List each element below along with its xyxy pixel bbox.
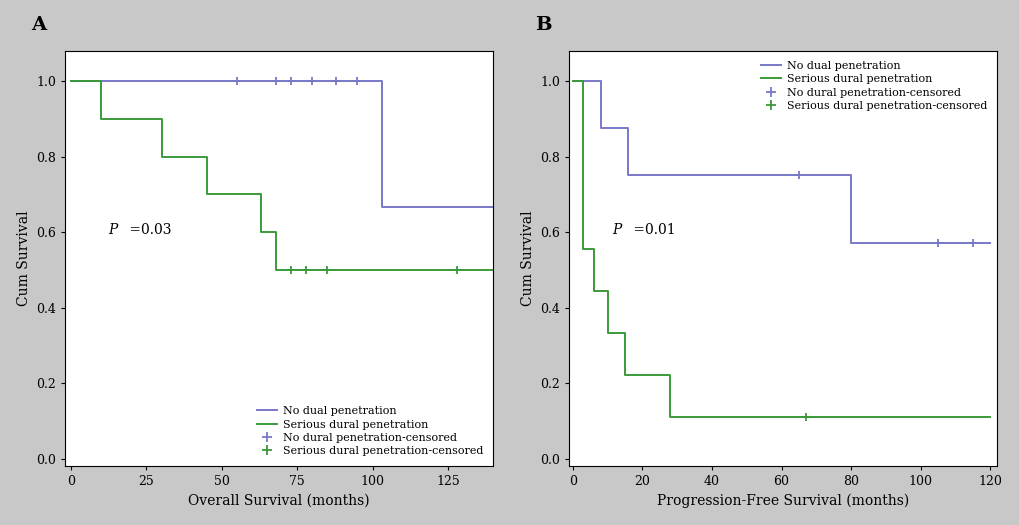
X-axis label: Overall Survival (months): Overall Survival (months) <box>189 494 370 508</box>
Legend: No dual penetration, Serious dural penetration, No dural penetration-censored, S: No dual penetration, Serious dural penet… <box>253 402 487 461</box>
X-axis label: Progression-Free Survival (months): Progression-Free Survival (months) <box>656 494 909 508</box>
Text: P: P <box>108 223 117 236</box>
Y-axis label: Cum Survival: Cum Survival <box>16 211 31 307</box>
Text: =0.03: =0.03 <box>125 223 171 236</box>
Legend: No dual penetration, Serious dural penetration, No dural penetration-censored, S: No dual penetration, Serious dural penet… <box>756 56 990 116</box>
Y-axis label: Cum Survival: Cum Survival <box>521 211 534 307</box>
Text: A: A <box>31 16 46 34</box>
Text: B: B <box>535 16 551 34</box>
Text: P: P <box>611 223 621 236</box>
Text: =0.01: =0.01 <box>629 223 676 236</box>
